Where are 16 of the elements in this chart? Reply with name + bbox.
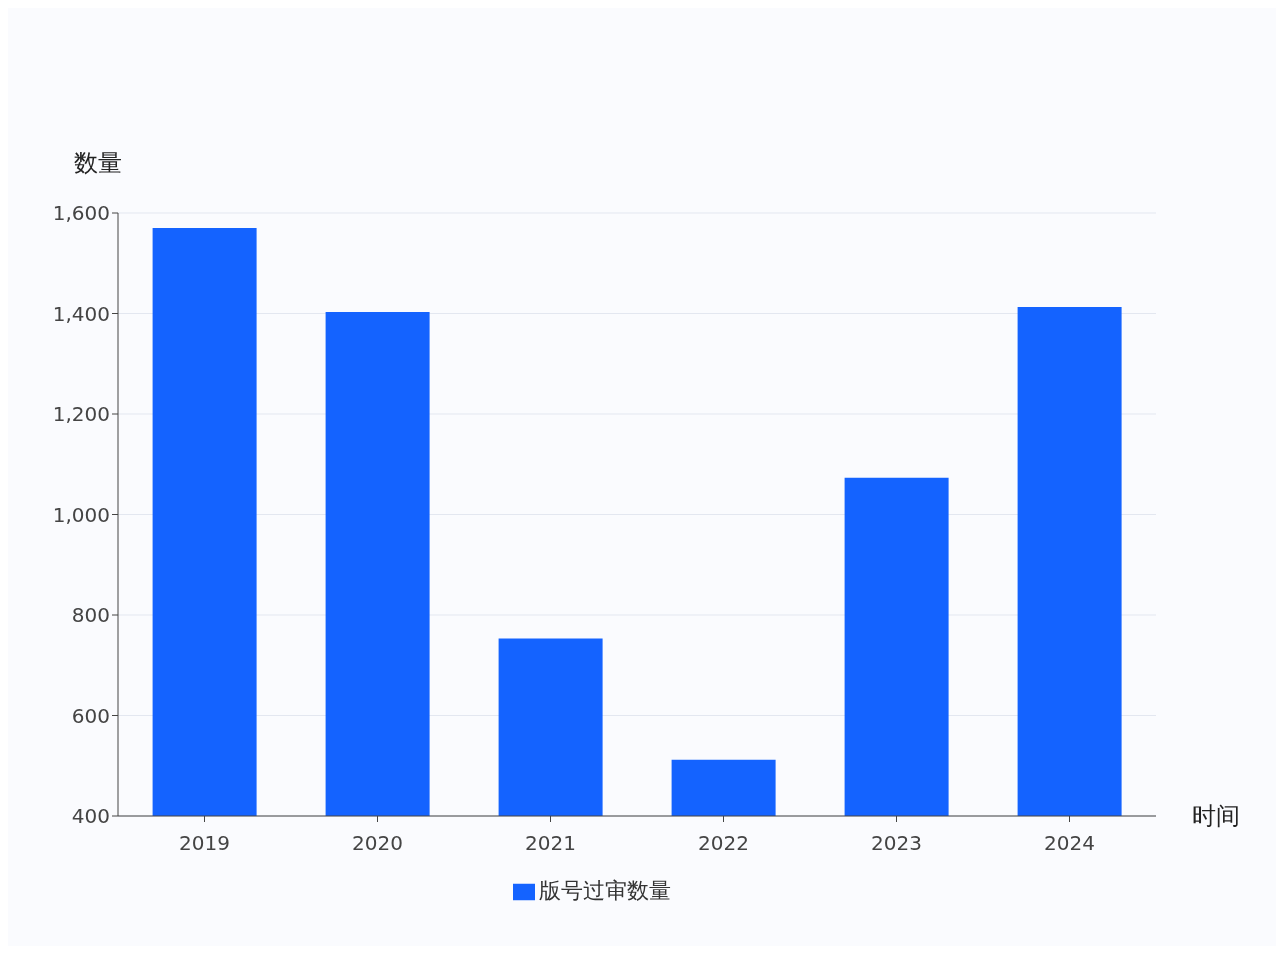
x-axis-title: 时间: [1192, 802, 1240, 830]
x-tick-label: 2021: [525, 831, 576, 856]
x-tick-label: 2023: [871, 831, 922, 856]
y-tick-label: 800: [71, 603, 110, 628]
y-tick-label: 1,200: [52, 402, 110, 427]
x-tick-label: 2024: [1044, 831, 1095, 856]
y-tick-label: 1,600: [52, 201, 110, 226]
x-tick-label: 2019: [179, 831, 230, 856]
legend-label: 版号过审数量: [539, 878, 671, 903]
x-tick-label: 2020: [352, 831, 403, 856]
y-tick-label: 600: [71, 703, 110, 728]
y-tick-label: 1,000: [52, 502, 110, 527]
y-tick-label: 400: [71, 804, 110, 829]
x-tick-label: 2022: [698, 831, 749, 856]
y-tick-label: 1,400: [52, 301, 110, 326]
y-axis-title: 数量: [74, 149, 122, 177]
